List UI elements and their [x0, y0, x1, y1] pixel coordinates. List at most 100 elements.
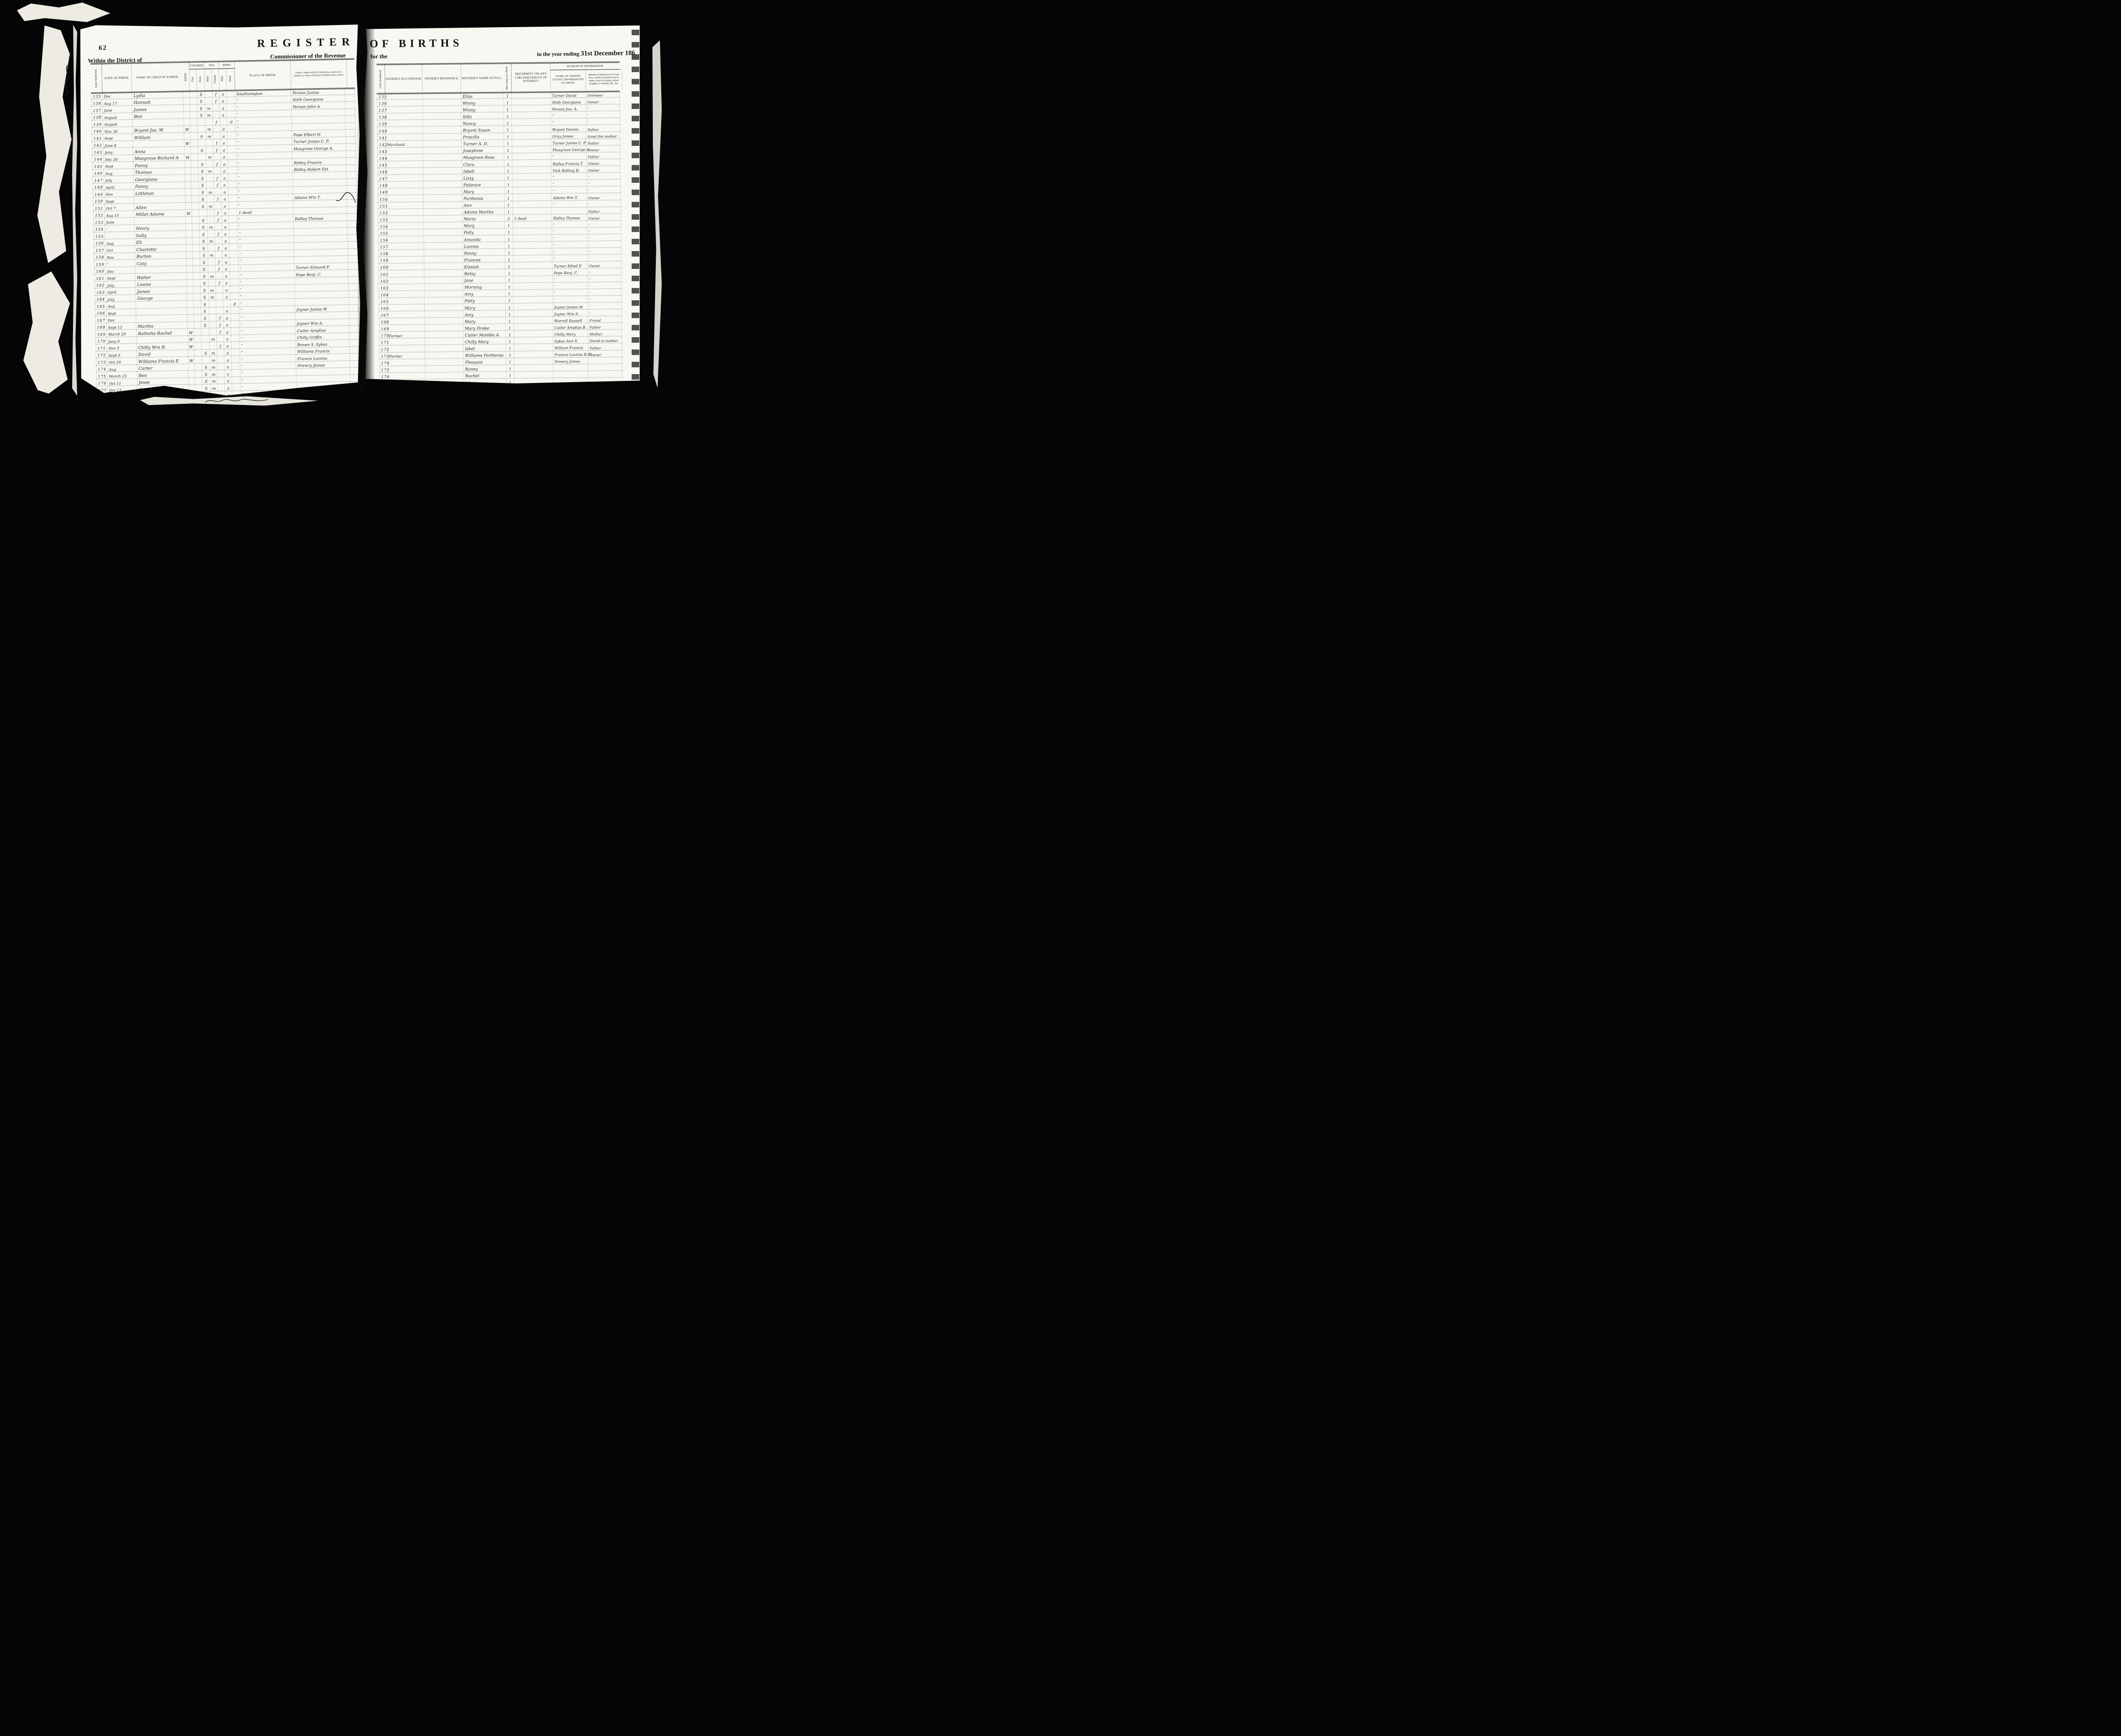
place-of-birth: ″ — [235, 109, 291, 117]
informant-name — [553, 364, 588, 371]
child-name: James — [135, 286, 187, 294]
female-mark — [215, 272, 223, 279]
deformity-note — [511, 105, 551, 112]
female-mark: f — [216, 342, 224, 349]
child-name: Sally — [134, 230, 186, 238]
dead-mark — [229, 265, 238, 272]
dead-mark — [227, 153, 236, 160]
dead-mark — [230, 313, 239, 321]
torn-bottom-edge — [0, 390, 369, 424]
female-mark: f — [212, 97, 220, 104]
date-of-birth: April — [105, 288, 136, 295]
deformity-note — [513, 330, 553, 337]
male-mark: m — [206, 153, 213, 160]
date-of-birth: Nov — [105, 252, 135, 260]
deformity-note — [513, 276, 552, 283]
female-mark — [216, 335, 224, 342]
fathers-residence — [425, 379, 464, 384]
father-or-owner-name: Turner Edward P. — [294, 263, 348, 271]
slave-mark: S — [198, 160, 206, 167]
date-of-birth: Nov 30 — [102, 126, 133, 134]
informant-name: ″ — [551, 152, 586, 159]
deformity-note — [512, 193, 551, 201]
male-mark: m — [210, 377, 218, 384]
deformity-note — [512, 139, 551, 146]
place-of-birth: ″ — [235, 103, 291, 111]
fathers-residence — [423, 235, 462, 243]
father-or-owner-name — [296, 381, 350, 389]
line-number: 166 — [379, 305, 389, 311]
header-how-many-at-birth: How many at a Birth. — [503, 64, 512, 92]
slave-mark: S — [199, 216, 207, 223]
father-or-owner-name: Ridley Robert Est. — [292, 165, 346, 173]
deformity-note — [514, 371, 553, 378]
female-mark: f — [214, 230, 222, 237]
alive-mark: a — [220, 146, 228, 153]
place-of-birth: ″ — [237, 215, 294, 223]
line-number: 157 — [94, 246, 105, 253]
alive-mark: a — [223, 328, 231, 335]
informant-name: ″ — [551, 248, 587, 255]
place-of-birth: ″ — [237, 201, 293, 209]
deformity-note: 1 dead — [512, 214, 552, 221]
place-of-birth: ″ — [235, 117, 291, 125]
fathers-occupation — [385, 99, 423, 106]
mothers-name: Chilly Mary — [463, 337, 506, 345]
margin-column — [345, 115, 355, 123]
number-at-birth: 1 — [504, 255, 513, 262]
register-left-page: 62 REGISTER Within the District of Commi… — [80, 24, 363, 396]
male-mark — [208, 279, 215, 286]
place-of-birth: ″ — [239, 319, 295, 327]
margin-column — [348, 283, 359, 291]
informant-name: ″ — [552, 296, 588, 303]
number-at-birth: 1 — [503, 112, 512, 119]
informant-relation: Father — [586, 207, 621, 214]
fathers-residence — [424, 290, 463, 297]
margin-column — [349, 339, 360, 347]
fathers-residence — [424, 283, 463, 291]
white-mark: W — [184, 154, 191, 160]
number-at-birth: 1 — [505, 290, 513, 296]
place-of-birth: ″ — [240, 389, 297, 396]
date-of-birth: ″ — [104, 224, 134, 232]
fathers-residence — [424, 310, 463, 318]
line-number: 141 — [377, 134, 388, 141]
mothers-name: Rachel — [463, 372, 506, 379]
deformity-note — [512, 132, 551, 140]
mothers-name: Pleasant — [463, 358, 506, 365]
father-or-owner-name — [291, 116, 345, 123]
header-date-of-birth: DATE OF BIRTH. — [101, 64, 132, 92]
date-of-birth: July — [105, 280, 135, 288]
fathers-occupation: Merchant — [385, 140, 423, 148]
male-mark: m — [207, 237, 215, 244]
dead-mark — [229, 243, 238, 251]
fathers-residence — [425, 352, 464, 359]
place-of-birth: ″ — [239, 327, 295, 335]
child-name — [136, 335, 188, 344]
scan-speckles — [632, 30, 639, 382]
date-of-birth: Dec — [102, 92, 132, 99]
margin-column — [349, 325, 359, 333]
dead-mark — [229, 237, 238, 244]
fathers-residence — [425, 386, 464, 393]
line-number: 146 — [377, 168, 388, 175]
informant-name: Musgrave George A. — [551, 145, 590, 153]
of-births-title: OF BIRTHS — [369, 36, 463, 50]
informant-name: ″ — [551, 255, 588, 262]
fathers-residence — [424, 297, 463, 304]
dead-mark — [228, 209, 237, 216]
alive-mark: a — [222, 251, 229, 258]
number-at-birth: 1 — [503, 119, 512, 126]
line-number: 162 — [378, 277, 389, 284]
number-at-birth: 1 — [504, 167, 512, 173]
dead-mark — [229, 223, 238, 230]
fathers-occupation — [387, 345, 425, 352]
deformity-note — [512, 255, 552, 262]
line-number: 138 — [377, 113, 387, 120]
mothers-name: Winny — [461, 105, 504, 112]
dead-mark — [226, 89, 235, 97]
fathers-occupation — [385, 168, 423, 175]
child-name: Millet Adams — [134, 210, 185, 218]
line-number: 135 — [91, 92, 102, 99]
alive-mark: a — [224, 363, 232, 370]
